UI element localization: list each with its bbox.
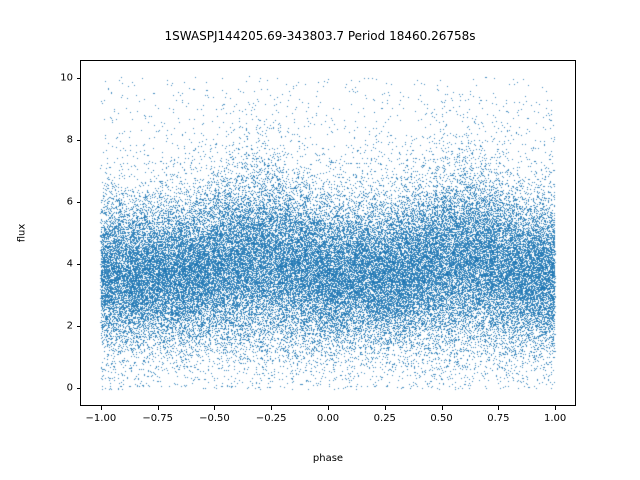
- x-tick-label: −0.25: [255, 413, 287, 424]
- x-tick-mark: [157, 406, 159, 410]
- x-tick-mark: [328, 406, 329, 410]
- x-tick-label: 0.00: [316, 413, 340, 424]
- y-tick-label: 0: [66, 382, 73, 394]
- x-tick-mark: [441, 406, 443, 410]
- scatter-points-layer: [81, 61, 575, 405]
- y-tick-label: 6: [66, 196, 73, 208]
- y-tick-label: 10: [60, 72, 73, 84]
- y-tick-label: 4: [66, 258, 73, 270]
- plot-area: [80, 60, 576, 406]
- chart-title: 1SWASPJ144205.69-343803.7 Period 18460.2…: [164, 29, 476, 43]
- y-tick-mark: [76, 78, 80, 80]
- x-tick-label: 0.50: [430, 413, 453, 424]
- y-tick-label: 2: [66, 320, 73, 332]
- x-tick-mark: [384, 406, 386, 410]
- y-tick-mark: [76, 325, 80, 327]
- x-tick-mark: [555, 406, 557, 410]
- y-tick-mark: [76, 387, 80, 389]
- x-tick-mark: [100, 406, 102, 410]
- x-tick-label: −1.00: [85, 413, 117, 424]
- y-axis-label: flux: [16, 223, 28, 243]
- y-tick-label: 8: [66, 134, 73, 146]
- x-tick-label: −0.75: [142, 413, 173, 424]
- y-tick-mark: [76, 263, 80, 265]
- y-tick-mark: [76, 202, 80, 203]
- x-tick-label: 0.75: [487, 413, 510, 424]
- y-tick-mark: [76, 140, 80, 142]
- x-tick-mark: [271, 406, 273, 410]
- x-axis-label: phase: [312, 453, 344, 464]
- x-tick-label: 1.00: [543, 413, 567, 424]
- x-tick-mark: [214, 406, 216, 410]
- x-tick-label: 0.25: [373, 413, 396, 424]
- x-tick-mark: [498, 406, 500, 410]
- x-tick-label: −0.50: [199, 413, 230, 424]
